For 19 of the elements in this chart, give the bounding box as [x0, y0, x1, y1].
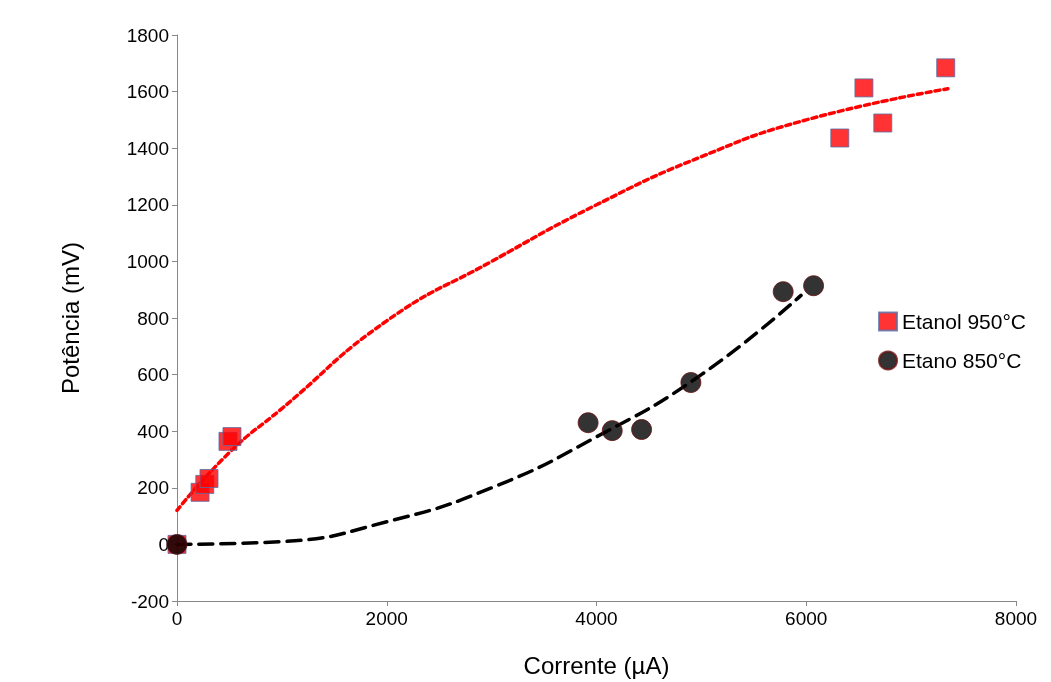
x-tick-label: 2000 [365, 608, 408, 629]
x-tick-label: 0 [171, 608, 183, 629]
y-tick-label: 1800 [126, 24, 169, 46]
x-tick-label: 4000 [575, 608, 618, 629]
y-tick-label: 200 [137, 477, 169, 499]
y-tick-label: 800 [137, 307, 169, 329]
legend-label: Etano 850°C [902, 349, 1022, 372]
y-tick-label: -200 [130, 590, 169, 612]
y-tick-label: 1600 [126, 81, 169, 103]
y-tick-label: 1200 [126, 194, 169, 216]
x-tick-label: 8000 [994, 608, 1038, 629]
legend-label: Etanol 950°C [902, 310, 1026, 333]
y-tick-label: 1000 [126, 250, 169, 272]
y-tick-label: 1400 [126, 137, 169, 159]
y-tick-label: 600 [137, 364, 169, 386]
y-axis-title: Potência (mV) [56, 241, 84, 395]
y-tick-label: 400 [137, 420, 169, 442]
x-tick-label: 6000 [785, 608, 828, 629]
x-axis-title: Corrente (µA) [523, 651, 670, 679]
